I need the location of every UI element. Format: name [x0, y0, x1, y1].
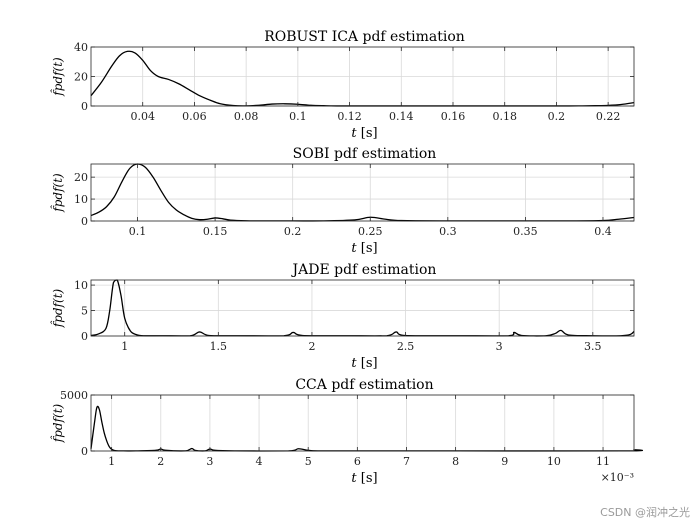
chart-panel-1: 0.04 0.06 0.08 0.1 0.12 0.14 0.16 0.18 0.2 0.22 0 2… [49, 29, 635, 141]
y-axis-label: f̂pdf(t) [49, 288, 65, 328]
x-tick-label: 4 [256, 455, 263, 468]
axes-frame [90, 394, 635, 452]
x-tick-label: 7 [403, 455, 410, 468]
x-tick-label: 9 [501, 455, 508, 468]
x-tick-label: 0.1 [129, 225, 147, 238]
pdf-series-line [90, 279, 635, 337]
chart-panel-2: 0.1 0.15 0.2 0.25 0.3 0.35 0.4 0 10 20 SOBI pdf es… [49, 146, 635, 256]
y-tick-label: 20 [74, 171, 88, 184]
x-tick-label: 1 [121, 340, 128, 353]
x-axis-label: t [s] [351, 471, 377, 486]
x-axis-var: t [351, 356, 357, 371]
pdf-series-line [90, 405, 644, 452]
chart-panel-4: 1 2 3 4 5 6 7 8 9 10 11 0 5000 CCA pdf estimation t [s… [49, 377, 644, 486]
chart-title: JADE pdf estimation [291, 262, 437, 278]
chart-title: SOBI pdf estimation [293, 146, 437, 162]
axes-frame [90, 279, 635, 337]
x-tick-label: 3 [496, 340, 503, 353]
x-tick-label: 0.12 [337, 110, 362, 123]
x-tick-label: 0.22 [596, 110, 621, 123]
y-tick-label: 0 [81, 330, 88, 343]
x-axis-label: t [s] [351, 241, 377, 256]
x-axis-var: t [351, 471, 357, 486]
x-tick-label: 10 [547, 455, 561, 468]
x-tick-label: 6 [354, 455, 361, 468]
x-tick-label: 8 [452, 455, 459, 468]
y-tick-label: 0 [81, 100, 88, 113]
y-tick-label: 20 [74, 71, 88, 84]
x-axis-unit: [s] [357, 126, 378, 141]
y-tick-label: 10 [74, 193, 88, 206]
x-tick-label: 0.3 [439, 225, 457, 238]
x-tick-label: 0.15 [203, 225, 228, 238]
x-tick-label: 0.16 [441, 110, 466, 123]
y-axis-label: f̂pdf(t) [49, 173, 65, 213]
y-axis-label: f̂pdf(t) [49, 57, 65, 97]
x-tick-label: 0.18 [492, 110, 517, 123]
x-tick-label: 0.1 [289, 110, 307, 123]
chart-title: CCA pdf estimation [295, 377, 433, 393]
x-tick-label: 0.2 [548, 110, 566, 123]
y-tick-label: 5 [81, 305, 88, 318]
y-tick-label: 0 [81, 445, 88, 458]
x-axis-unit: [s] [357, 471, 378, 486]
pdf-series-line [90, 163, 635, 222]
x-tick-label: 2.5 [397, 340, 415, 353]
y-tick-label: 40 [74, 41, 88, 54]
x-axis-var: t [351, 241, 357, 256]
x-axis-label: t [s] [351, 356, 377, 371]
pdf-series-line [90, 50, 635, 107]
x-tick-label: 0.35 [513, 225, 538, 238]
x-axis-unit: [s] [357, 241, 378, 256]
x-tick-label: 1.5 [210, 340, 228, 353]
y-tick-label: 5000 [60, 389, 88, 402]
chart-title: ROBUST ICA pdf estimation [264, 29, 465, 45]
x-tick-label: 1 [108, 455, 115, 468]
y-axis-label: f̂pdf(t) [49, 403, 65, 443]
chart-panel-3: 1 1.5 2 2.5 3 3.5 0 5 10 JADE pdf estimation t [s]… [49, 262, 635, 371]
x-tick-label: 0.14 [389, 110, 414, 123]
x-axis-var: t [351, 126, 357, 141]
x-tick-label: 0.25 [358, 225, 383, 238]
x-tick-label: 0.4 [594, 225, 612, 238]
x-tick-label: 5 [305, 455, 312, 468]
x-axis-label: t [s] [351, 126, 377, 141]
y-tick-label: 10 [74, 279, 88, 292]
x-axis-unit: [s] [357, 356, 378, 371]
x-tick-label: 11 [596, 455, 610, 468]
x-axis-exponent: ×10⁻³ [601, 471, 634, 484]
x-tick-label: 0.08 [234, 110, 259, 123]
x-tick-label: 3.5 [584, 340, 602, 353]
x-tick-label: 2 [157, 455, 164, 468]
x-tick-label: 0.04 [130, 110, 155, 123]
x-tick-label: 0.2 [284, 225, 302, 238]
y-tick-label: 0 [81, 215, 88, 228]
x-tick-label: 3 [206, 455, 213, 468]
x-tick-label: 2 [308, 340, 315, 353]
x-tick-label: 0.06 [182, 110, 207, 123]
axes-frame [90, 163, 635, 222]
